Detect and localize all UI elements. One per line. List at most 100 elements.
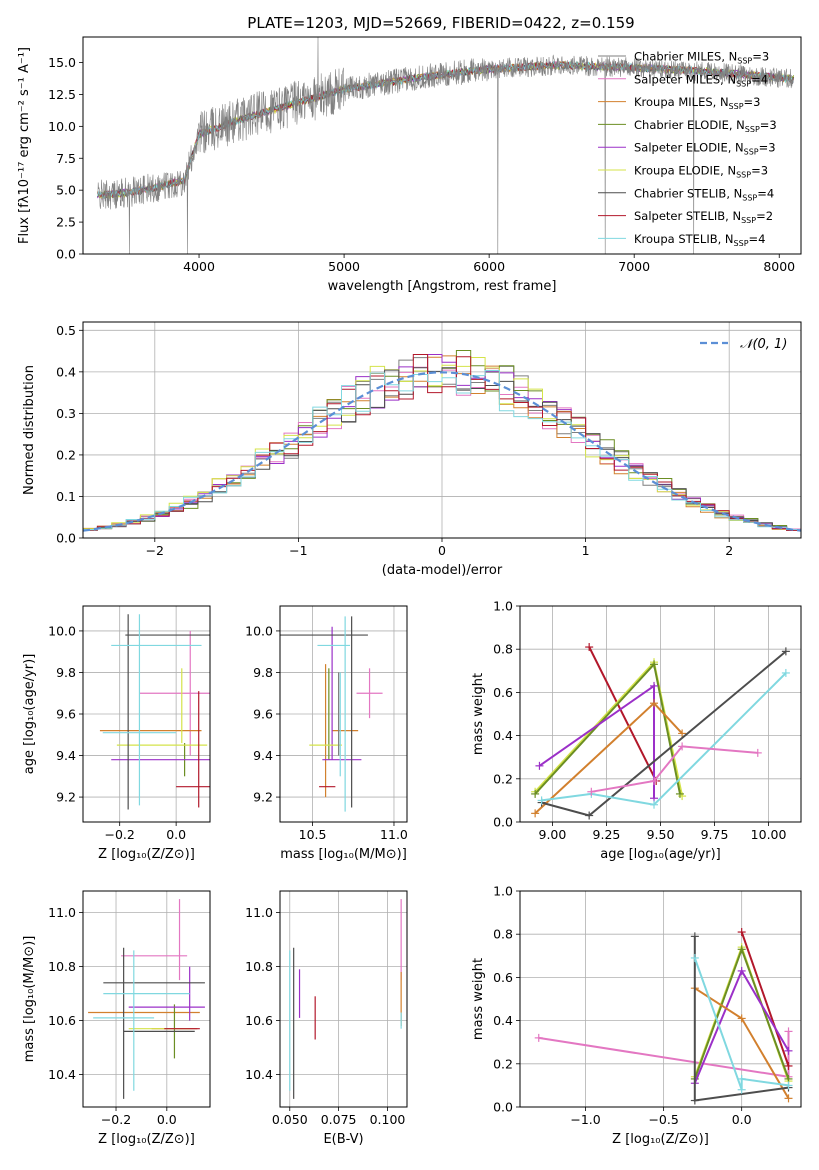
x-tick-label: 0 xyxy=(438,543,446,558)
y-tick-label: 0.2 xyxy=(493,771,513,786)
histogram-step xyxy=(83,367,801,531)
axes-frame xyxy=(82,890,211,1108)
axes-frame xyxy=(519,890,802,1108)
weight-line xyxy=(591,745,758,793)
y-tick-label: 15.0 xyxy=(48,55,76,70)
y-tick-label: 10.0 xyxy=(48,119,76,134)
y-tick-label: 0.5 xyxy=(56,323,76,338)
x-tick-label: 1 xyxy=(582,543,590,558)
y-tick-label: 0.0 xyxy=(493,1100,513,1115)
x-tick-label: 2 xyxy=(725,543,733,558)
panel-mass_vs_EBV: 0.050 0.075 0.100 10.4 10.6 10.8 11.0 E(B-V) xyxy=(245,890,408,1147)
x-tick-label: 9.75 xyxy=(701,827,729,842)
y-tick-label: 0.2 xyxy=(56,447,76,462)
x-tick-label: 5000 xyxy=(328,259,360,274)
weight-line xyxy=(541,672,787,806)
y-tick-label: 0.0 xyxy=(56,247,76,262)
x-tick-label: 10.00 xyxy=(751,827,787,842)
weight-line xyxy=(740,931,790,1067)
axes-layer: 4000 5000 6000 7000 80000.02.55.07.510.012.5… xyxy=(17,36,802,1147)
y-tick-label: 9.8 xyxy=(56,665,76,680)
histogram-step xyxy=(83,354,801,530)
x-axis-label: age [log₁₀(age/yr)] xyxy=(600,847,721,862)
x-tick-label: 0.075 xyxy=(321,1112,357,1127)
y-axis-label: age [log₁₀(age/yr)] xyxy=(22,654,37,775)
legend-label: Kroupa ELODIE, NSSP=3 xyxy=(634,164,768,180)
y-tick-label: 0.4 xyxy=(493,1013,513,1028)
y-tick-label: 0.1 xyxy=(56,489,76,504)
panel-age_vs_Z: −0.2 0.0 9.2 9.4 9.6 9.8 10.0 Z [log₁₀(Z/Z⊙)] ag… xyxy=(22,605,211,862)
x-tick-label: 9.00 xyxy=(539,827,567,842)
x-axis-label: wavelength [Angstrom, rest frame] xyxy=(328,279,557,294)
x-tick-label: 11.0 xyxy=(380,827,408,842)
y-tick-label: 10.6 xyxy=(48,1013,76,1028)
plot-area xyxy=(83,606,210,822)
x-tick-label: 6000 xyxy=(473,259,505,274)
y-tick-label: 0.4 xyxy=(56,364,76,379)
y-tick-label: 10.4 xyxy=(48,1067,76,1082)
weight-line xyxy=(541,650,787,817)
legend-label: Chabrier STELIB, NSSP=4 xyxy=(634,186,774,202)
x-axis-label: Z [log₁₀(Z/Z⊙)] xyxy=(612,1132,709,1147)
x-tick-label: 9.50 xyxy=(647,827,675,842)
weight-line xyxy=(693,957,789,1091)
legend-label: Salpeter ELODIE, NSSP=3 xyxy=(634,141,776,157)
y-tick-label: 10.4 xyxy=(245,1067,273,1082)
y-tick-label: 2.5 xyxy=(56,215,76,230)
y-tick-label: 0.6 xyxy=(493,685,513,700)
y-tick-label: 9.6 xyxy=(56,707,76,722)
legend-label: Salpeter MILES, NSSP=4 xyxy=(634,72,768,88)
legend-label: Kroupa STELIB, NSSP=4 xyxy=(634,232,765,248)
axes-frame xyxy=(519,605,802,823)
plot-area xyxy=(520,606,801,822)
plot-area xyxy=(83,322,801,538)
legend-label: Chabrier MILES, NSSP=3 xyxy=(634,50,769,66)
x-axis-label: Z [log₁₀(Z/Z⊙)] xyxy=(98,1132,195,1147)
data-spectrum xyxy=(97,37,794,254)
y-tick-label: 10.0 xyxy=(48,623,76,638)
x-tick-label: −0.5 xyxy=(648,1112,678,1127)
normal-curve xyxy=(83,371,801,532)
panel-weight_vs_Z: −1.0 −0.5 0.0 0.0 0.2 0.4 0.6 0.8 1.0 Z [log₁₀(Z/… xyxy=(471,884,802,1147)
y-tick-label: 9.4 xyxy=(56,748,76,763)
axes-frame xyxy=(82,36,802,255)
y-tick-label: 0.0 xyxy=(493,815,513,830)
x-tick-label: −1.0 xyxy=(570,1112,600,1127)
y-tick-label: 9.2 xyxy=(56,790,76,805)
y-tick-label: 0.3 xyxy=(56,406,76,421)
x-tick-label: 0.0 xyxy=(157,1112,177,1127)
y-tick-label: 1.0 xyxy=(493,884,513,899)
plot-area xyxy=(280,891,407,1107)
x-tick-label: 10.5 xyxy=(299,827,327,842)
y-tick-label: 9.2 xyxy=(253,790,273,805)
x-tick-label: 0.0 xyxy=(166,827,186,842)
axes-frame xyxy=(279,890,408,1108)
y-axis-label: Flux [fλ10⁻¹⁷ erg cm⁻² s⁻¹ A⁻¹] xyxy=(17,47,32,244)
figure-title: PLATE=1203, MJD=52669, FIBERID=0422, z=0… xyxy=(247,14,634,32)
y-axis-label: mass [log₁₀(M/M⊙)] xyxy=(22,936,37,1063)
plot-area xyxy=(83,891,210,1107)
x-axis-label: mass [log₁₀(M/M⊙)] xyxy=(280,847,407,862)
plot-area xyxy=(280,606,407,822)
panel-residuals: −2 −1 0 1 2 0.0 0.1 0.2 0.3 0.4 0.5 (data-model)/er… xyxy=(22,321,802,578)
y-axis-label: mass weight xyxy=(471,958,486,1040)
y-tick-label: 9.6 xyxy=(253,707,273,722)
x-axis-label: (data-model)/error xyxy=(382,563,503,578)
y-axis-label: Normed distribution xyxy=(22,365,37,495)
weight-line xyxy=(534,660,684,797)
weight-line xyxy=(588,646,658,782)
y-tick-label: 11.0 xyxy=(48,905,76,920)
y-tick-label: 0.8 xyxy=(493,642,513,657)
panel-age_vs_mass: 10.5 11.0 9.2 9.4 9.6 9.8 10.0 mass [log₁₀(M/M⊙… xyxy=(245,605,408,862)
y-tick-label: 0.8 xyxy=(493,927,513,942)
y-tick-label: 0.4 xyxy=(493,728,513,743)
x-tick-label: 7000 xyxy=(618,259,650,274)
y-tick-label: 10.8 xyxy=(245,959,273,974)
x-tick-label: 0.050 xyxy=(272,1112,308,1127)
x-tick-label: −0.2 xyxy=(105,827,135,842)
axes-frame xyxy=(279,605,408,823)
x-tick-label: 0.100 xyxy=(370,1112,406,1127)
x-tick-label: 4000 xyxy=(183,259,215,274)
y-tick-label: 0.0 xyxy=(56,531,76,546)
x-tick-label: 9.25 xyxy=(593,827,621,842)
